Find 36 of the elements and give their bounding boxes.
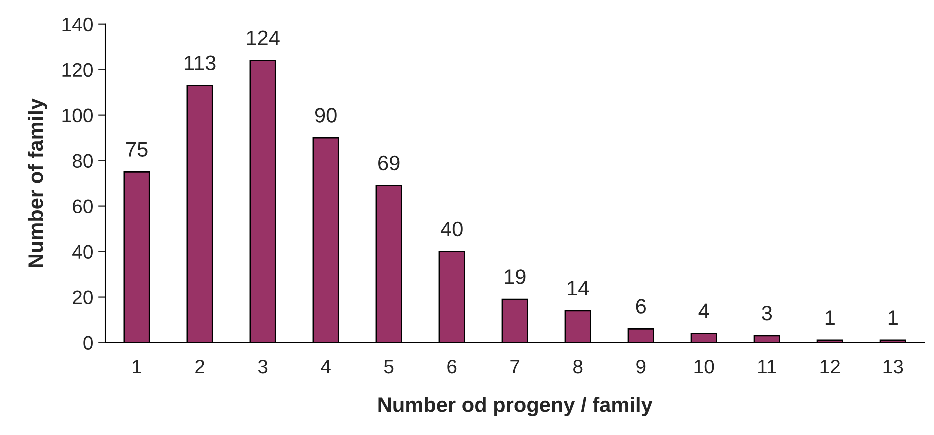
y-tick-label: 0 bbox=[84, 336, 93, 350]
data-label: 90 bbox=[315, 108, 337, 123]
x-tick-label: 13 bbox=[884, 360, 904, 374]
data-label: 75 bbox=[126, 142, 148, 157]
data-label: 124 bbox=[247, 30, 280, 46]
y-tick-label: 100 bbox=[62, 108, 93, 123]
y-tick-label: 120 bbox=[62, 63, 93, 78]
x-tick-label: 7 bbox=[510, 360, 520, 374]
data-label: 3 bbox=[762, 306, 772, 321]
data-label: 19 bbox=[505, 270, 526, 284]
x-tick-label: 12 bbox=[820, 360, 840, 374]
y-tick-label: 80 bbox=[72, 154, 93, 168]
x-tick-label: 2 bbox=[196, 360, 204, 374]
data-label: 4 bbox=[698, 304, 710, 318]
y-tick-label: 60 bbox=[73, 200, 93, 214]
x-tick-label: 9 bbox=[636, 360, 646, 374]
data-label: 113 bbox=[185, 56, 216, 71]
x-tick-label: 3 bbox=[258, 360, 268, 374]
x-tick-label: 10 bbox=[694, 360, 714, 374]
x-tick-label: 6 bbox=[448, 360, 457, 374]
y-tick-label: 140 bbox=[62, 18, 93, 32]
data-label: 1 bbox=[888, 310, 898, 326]
y-axis-title: Number of family bbox=[28, 98, 48, 268]
data-label: 14 bbox=[568, 281, 590, 296]
x-tick-label: 4 bbox=[321, 360, 331, 374]
data-label: 1 bbox=[826, 310, 835, 326]
x-tick-label: 5 bbox=[384, 360, 394, 374]
x-tick-label: 8 bbox=[574, 360, 583, 374]
data-label: 6 bbox=[636, 299, 646, 314]
data-label: 69 bbox=[378, 156, 400, 171]
x-tick-label: 1 bbox=[133, 360, 142, 374]
y-tick-label: 40 bbox=[72, 245, 93, 260]
data-label: 40 bbox=[440, 222, 463, 237]
x-axis-title: Number od progeny / family bbox=[378, 397, 653, 417]
x-tick-label: 11 bbox=[758, 360, 776, 374]
y-tick-label: 20 bbox=[73, 290, 93, 305]
